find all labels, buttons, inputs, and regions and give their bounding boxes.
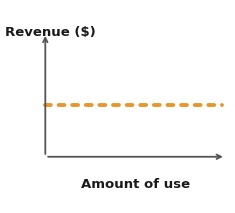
Text: Amount of use: Amount of use xyxy=(81,178,190,191)
Text: Revenue ($): Revenue ($) xyxy=(5,26,95,39)
